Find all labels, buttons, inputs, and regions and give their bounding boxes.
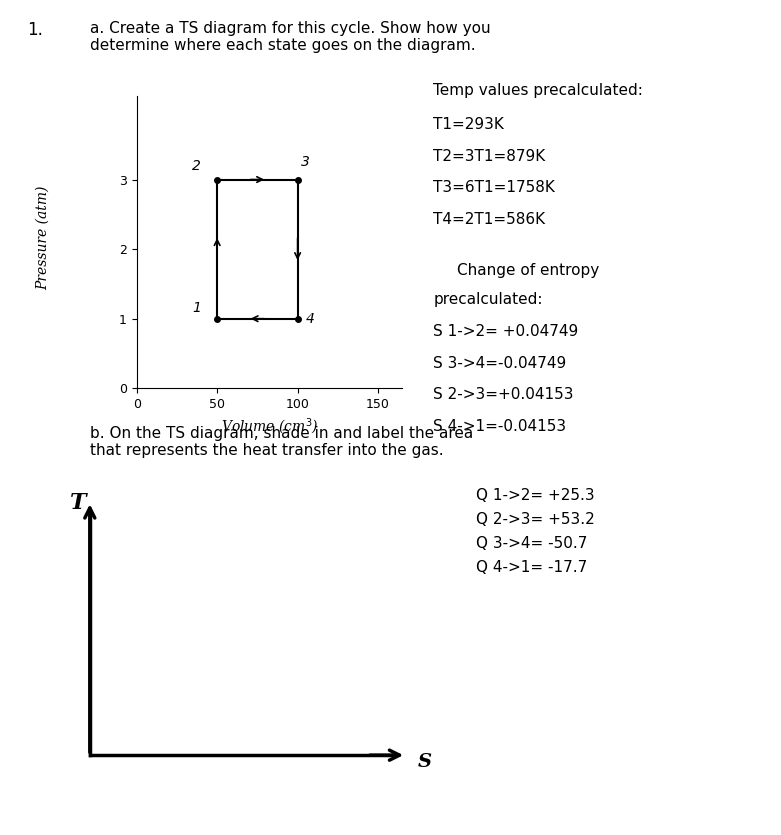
Text: Change of entropy: Change of entropy	[457, 263, 599, 278]
Text: precalculated:: precalculated:	[433, 292, 543, 307]
Text: T: T	[70, 492, 87, 514]
Text: 1.: 1.	[27, 21, 43, 39]
Text: S: S	[418, 752, 432, 771]
Text: Temp values precalculated:: Temp values precalculated:	[433, 84, 644, 99]
Text: S 2->3=+0.04153: S 2->3=+0.04153	[433, 387, 574, 402]
Text: S 3->4=-0.04749: S 3->4=-0.04749	[433, 356, 567, 371]
Text: S 4->1=-0.04153: S 4->1=-0.04153	[433, 419, 566, 434]
Text: 3: 3	[301, 155, 310, 169]
Text: T2=3T1=879K: T2=3T1=879K	[433, 149, 546, 164]
Text: T1=293K: T1=293K	[433, 117, 505, 132]
X-axis label: Volume (cm$^3$): Volume (cm$^3$)	[221, 417, 318, 437]
Text: 1: 1	[192, 301, 201, 315]
Text: a. Create a TS diagram for this cycle. Show how you
determine where each state g: a. Create a TS diagram for this cycle. S…	[90, 21, 490, 53]
Text: Q 1->2= +25.3
Q 2->3= +53.2
Q 3->4= -50.7
Q 4->1= -17.7: Q 1->2= +25.3 Q 2->3= +53.2 Q 3->4= -50.…	[476, 488, 595, 575]
Text: 2: 2	[192, 159, 201, 173]
Text: T4=2T1=586K: T4=2T1=586K	[433, 212, 546, 227]
Text: b. On the TS diagram, shade in and label the area
that represents the heat trans: b. On the TS diagram, shade in and label…	[90, 426, 473, 458]
Text: S 1->2= +0.04749: S 1->2= +0.04749	[433, 324, 579, 339]
Text: 4: 4	[305, 311, 315, 326]
Text: T3=6T1=1758K: T3=6T1=1758K	[433, 180, 555, 195]
Text: Pressure (atm): Pressure (atm)	[36, 186, 50, 291]
